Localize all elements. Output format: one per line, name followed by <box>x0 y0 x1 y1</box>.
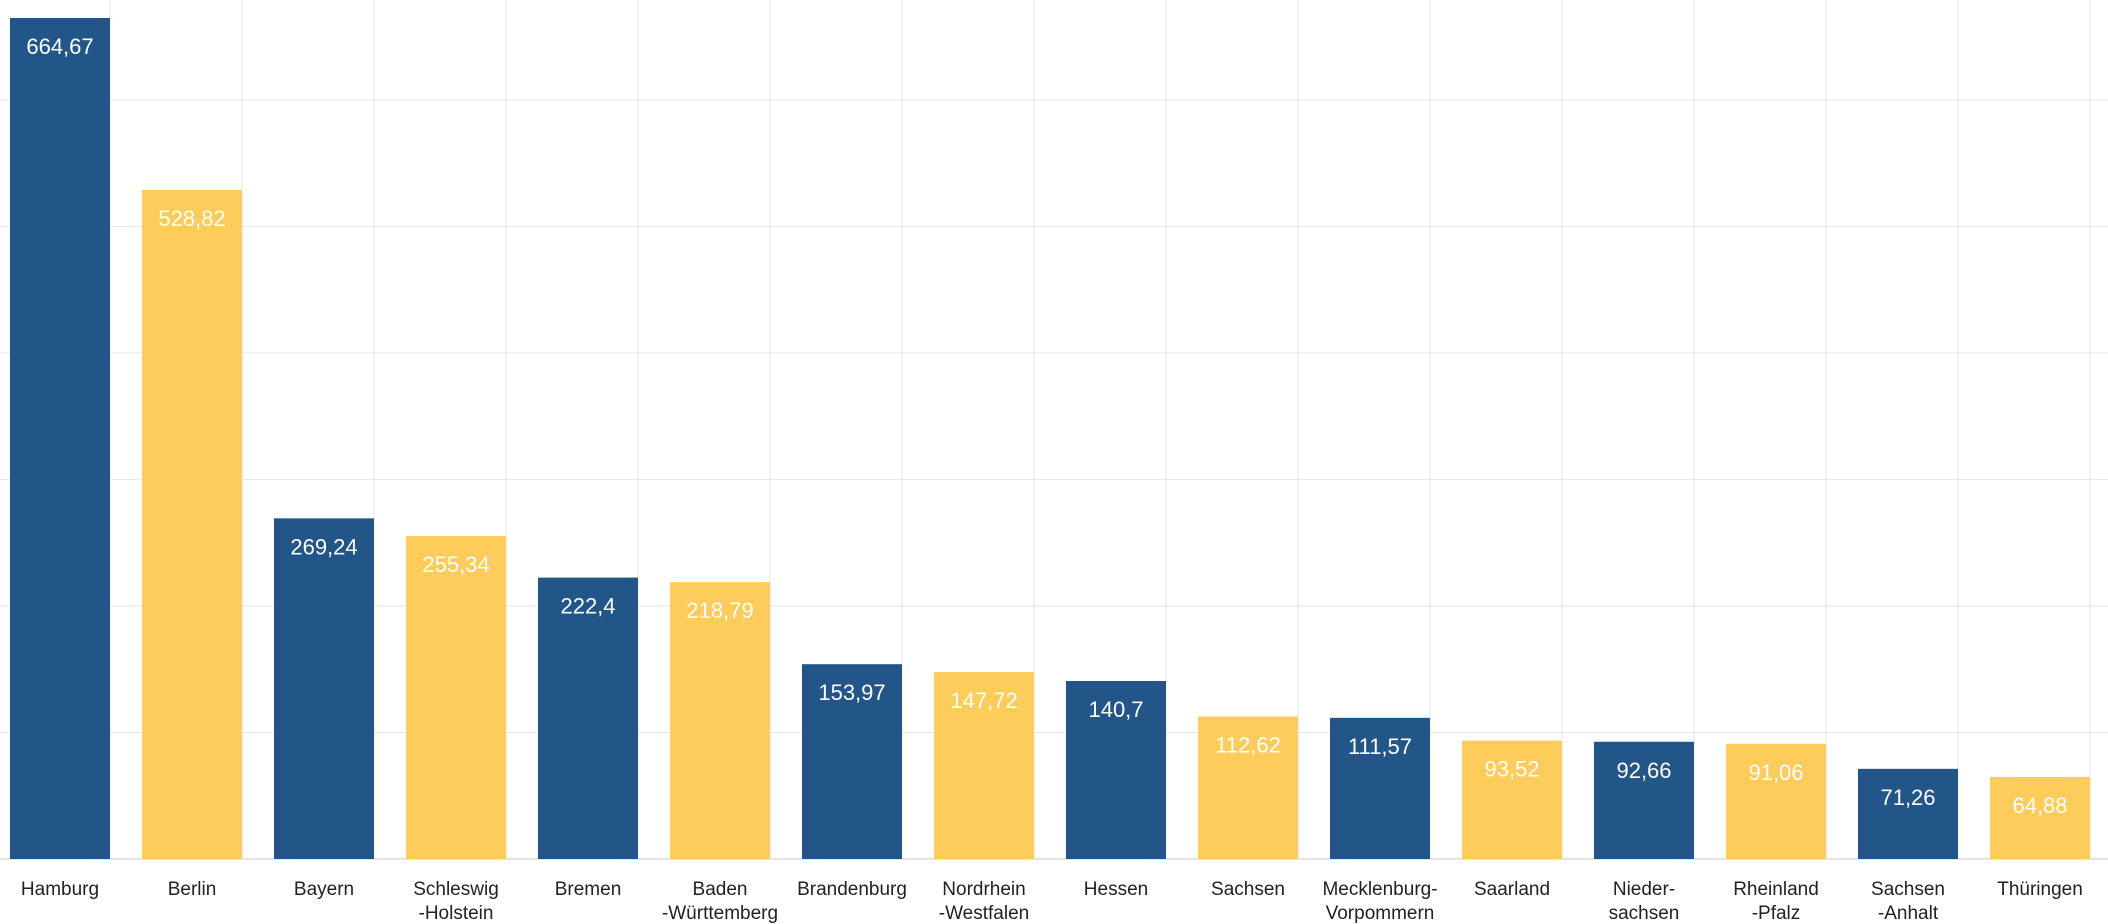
bar <box>10 18 110 859</box>
bar <box>670 582 770 859</box>
bar <box>1726 743 1826 859</box>
value-labels: 664,67 528,82 269,24 255,34 222,4 218,79 153,9… <box>26 34 2067 818</box>
bar <box>1330 717 1430 859</box>
x-tick-label: Brandenburg <box>797 879 907 900</box>
data-label: 153,97 <box>818 680 885 705</box>
bar <box>1990 776 2090 859</box>
bar <box>538 577 638 859</box>
x-tick-label: Nieder-sachsen <box>1609 879 1680 924</box>
bar <box>1066 680 1166 859</box>
data-label: 218,79 <box>686 598 753 623</box>
x-tick-label: Bremen <box>555 879 622 900</box>
x-tick-label: Hamburg <box>21 879 99 900</box>
bar <box>274 518 374 859</box>
data-label: 147,72 <box>950 688 1017 713</box>
bar <box>142 189 242 859</box>
x-tick-label: Berlin <box>168 879 217 900</box>
x-tick-label: Hessen <box>1084 879 1148 900</box>
data-label: 269,24 <box>290 534 357 559</box>
bar <box>934 672 1034 859</box>
data-label: 92,66 <box>1616 758 1671 783</box>
x-tick-label: Mecklenburg-Vorpommern <box>1322 879 1437 924</box>
x-tick-label: Rheinland -Pfalz <box>1733 879 1819 924</box>
data-label: 664,67 <box>26 34 93 59</box>
bar <box>1462 740 1562 859</box>
data-label: 528,82 <box>158 206 225 231</box>
data-label: 93,52 <box>1484 757 1539 782</box>
x-tick-label: Thüringen <box>1997 879 2083 900</box>
bar <box>1858 768 1958 859</box>
data-label: 112,62 <box>1215 733 1281 758</box>
x-tick-label: Saarland <box>1474 879 1550 900</box>
bars <box>10 18 2090 859</box>
data-label: 91,06 <box>1748 760 1803 785</box>
data-label: 222,4 <box>560 594 615 619</box>
x-tick-label: Sachsen <box>1211 879 1285 900</box>
data-label: 71,26 <box>1880 785 1935 810</box>
bar <box>802 664 902 859</box>
bar <box>1594 741 1694 859</box>
x-tick-label: Sachsen -Anhalt <box>1871 879 1945 924</box>
x-tick-label: Schleswig -Holstein <box>413 879 499 924</box>
x-tick-label: Baden -Württemberg <box>662 879 778 924</box>
data-label: 140,7 <box>1088 697 1143 722</box>
x-tick-label: Bayern <box>294 879 354 900</box>
bar <box>406 535 506 859</box>
x-tick-label: Nordrhein -Westfalen <box>939 879 1029 924</box>
data-label: 64,88 <box>2012 793 2067 818</box>
x-axis-tick-labels: Hamburg Berlin Bayern Schleswig -Holstein Bre… <box>21 879 2083 924</box>
data-label: 111,57 <box>1348 734 1412 759</box>
data-label: 255,34 <box>422 552 489 577</box>
bar <box>1198 716 1298 859</box>
